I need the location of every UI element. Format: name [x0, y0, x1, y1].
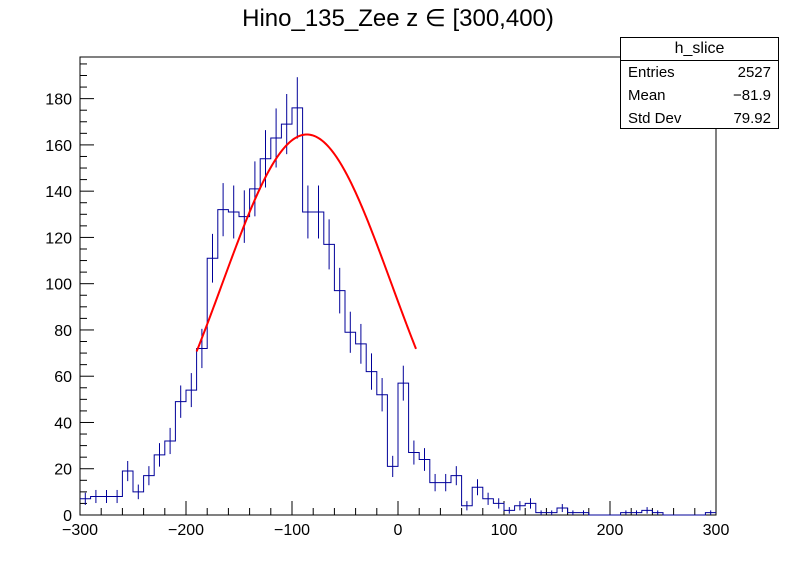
x-tick-label: −100	[274, 522, 310, 539]
fit-curve	[195, 133, 417, 352]
y-tick-label: 40	[54, 415, 72, 432]
stats-entries-label: Entries	[628, 64, 675, 81]
x-tick-label: 200	[597, 522, 624, 539]
y-tick-label: 0	[63, 508, 72, 525]
chart-title: Hino_135_Zee z ∈ [300,400)	[242, 5, 554, 32]
y-tick-label: 100	[45, 277, 72, 294]
y-tick-label: 80	[54, 323, 72, 340]
histogram-line	[80, 107, 716, 516]
y-tick-label: 160	[45, 138, 72, 155]
stats-box: h_slice Entries 2527 Mean −81.9 Std Dev …	[620, 37, 779, 129]
x-tick-label: 300	[703, 522, 730, 539]
stats-stddev-label: Std Dev	[628, 110, 682, 127]
stats-stddev-row: Std Dev 79.92	[621, 107, 778, 130]
y-axis: 0 20 40 60 80 100 120 140 160 180	[45, 63, 94, 525]
y-tick-label: 60	[54, 369, 72, 386]
stats-stddev-value: 79.92	[733, 110, 771, 127]
stats-mean-label: Mean	[628, 87, 666, 104]
y-tick-label: 140	[45, 184, 72, 201]
x-tick-label: 0	[394, 522, 403, 539]
stats-entries-row: Entries 2527	[621, 61, 778, 84]
error-bars	[84, 77, 712, 515]
y-tick-label: 20	[54, 462, 72, 479]
y-tick-label: 120	[45, 230, 72, 247]
y-tick-label: 180	[45, 92, 72, 109]
x-axis: −300 −200 −100 0 100 200 300	[62, 501, 729, 539]
x-tick-label: −300	[62, 522, 98, 539]
x-tick-label: −200	[168, 522, 204, 539]
stats-mean-value: −81.9	[733, 87, 771, 104]
stats-name: h_slice	[621, 38, 778, 61]
x-tick-label: 100	[491, 522, 518, 539]
stats-mean-row: Mean −81.9	[621, 84, 778, 107]
stats-entries-value: 2527	[737, 64, 771, 81]
